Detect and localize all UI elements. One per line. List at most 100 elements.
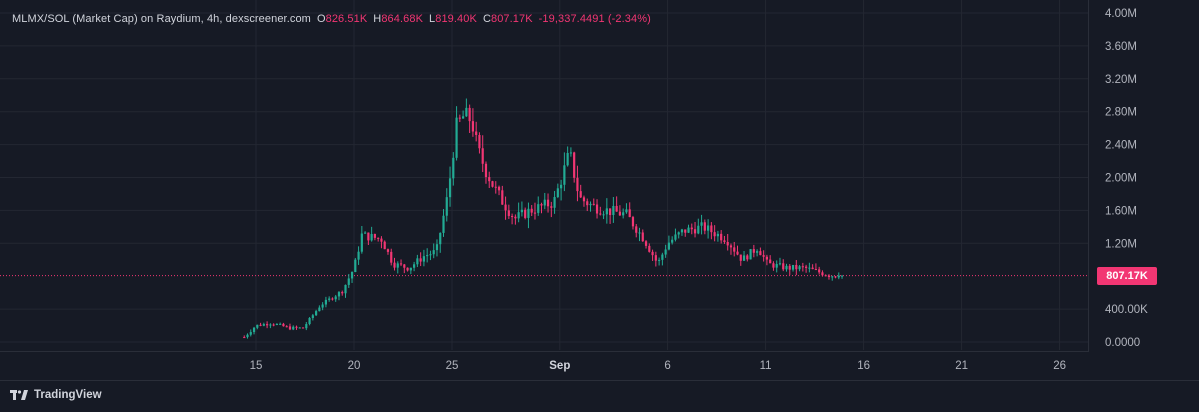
candle-body (308, 317, 311, 325)
candle-body (834, 276, 837, 278)
candle-body (399, 263, 403, 265)
candle-body (285, 326, 288, 328)
legend-high-value: 864.68K (381, 13, 424, 25)
candle-body (507, 210, 510, 216)
candle-body (553, 197, 556, 208)
candle-body (328, 298, 331, 300)
candle-body (422, 256, 426, 262)
candle-body (298, 327, 301, 329)
candle-body (723, 240, 726, 242)
candle-body (840, 275, 844, 277)
candle-body (409, 267, 412, 271)
candle-body (648, 245, 651, 252)
candle-body (484, 163, 488, 178)
candle-body (824, 275, 827, 277)
legend-open-label: O (316, 13, 326, 25)
candle-body (808, 267, 811, 269)
candle-body (550, 206, 553, 208)
x-tick-label: 11 (760, 360, 772, 372)
candle-body (380, 238, 383, 242)
tradingview-icon (10, 390, 28, 400)
candle-body (573, 152, 576, 178)
candle-body (426, 255, 429, 257)
candle-body (772, 263, 775, 268)
candle-body (821, 272, 824, 276)
candle-body (563, 165, 566, 185)
y-tick-label: 400.00K (1105, 304, 1148, 316)
candle-body (442, 215, 445, 233)
candle-body (406, 267, 409, 271)
candle-body (462, 116, 465, 119)
candle-body (671, 239, 674, 243)
candle-body (700, 222, 703, 226)
candle-body (432, 250, 435, 255)
candle-body (628, 209, 631, 218)
candle-body (478, 134, 481, 149)
candle-body (625, 209, 628, 213)
candle-body (782, 263, 785, 270)
candle-body (778, 263, 782, 265)
legend-close-label: C (482, 13, 491, 25)
candle-body (377, 237, 380, 239)
candle-body (658, 259, 661, 261)
candle-body (337, 292, 341, 297)
x-tick-label: 6 (664, 360, 670, 372)
candle-body (569, 152, 573, 154)
candle-body (837, 275, 840, 278)
candle-body (364, 232, 367, 234)
x-tick-label: 20 (348, 360, 361, 372)
candle-body (305, 324, 308, 329)
candle-body (576, 177, 579, 192)
candle-body (795, 264, 798, 270)
candle-body (818, 269, 821, 273)
candle-body (827, 275, 831, 278)
candle-body (762, 255, 765, 257)
candle-body (615, 205, 618, 212)
y-tick-label: 2.80M (1105, 107, 1137, 119)
candle-body (501, 190, 504, 205)
candle-body (439, 232, 442, 245)
y-tick-label: 2.40M (1105, 140, 1137, 152)
y-tick-label: 0.0000 (1105, 337, 1140, 349)
candle-body (690, 227, 693, 230)
candle-body (589, 203, 592, 206)
candle-body (419, 258, 422, 262)
candle-body (514, 216, 517, 219)
candle-body (811, 267, 814, 270)
legend-high-label: H (373, 13, 382, 25)
tradingview-logo[interactable]: TradingView (10, 389, 102, 401)
candle-body (468, 107, 471, 122)
candle-body (497, 186, 501, 191)
candle-body (455, 117, 458, 158)
candle-body (831, 276, 834, 278)
candle-body (622, 212, 625, 216)
chart-legend: MLMX/SOL (Market Cap) on Raydium, 4h, de… (12, 13, 651, 25)
y-tick-label: 3.60M (1105, 41, 1137, 53)
candle-body (491, 181, 494, 187)
candle-body (537, 204, 540, 213)
candle-body (726, 241, 729, 246)
candle-body (321, 304, 324, 308)
candle-body (481, 148, 484, 164)
legend-close-value: 807.17K (490, 13, 533, 25)
x-tick-label: 16 (857, 360, 870, 372)
candle-body (742, 255, 746, 261)
candle-body (638, 232, 641, 234)
candle-body (752, 249, 755, 253)
candle-body (801, 266, 804, 268)
candle-body (530, 208, 533, 213)
candle-body (595, 204, 599, 214)
candle-body (746, 255, 749, 260)
candle-body (546, 199, 550, 207)
candle-body (520, 209, 524, 213)
price-chart[interactable]: 4.00M 3.60M 3.20M 2.80M 2.40M 2.00M 1.60M 1.20M… (0, 0, 1199, 380)
candle-body (386, 249, 390, 252)
candle-body (736, 251, 739, 255)
candle-body (579, 191, 582, 198)
candle-body (334, 296, 337, 300)
x-tick-label: 25 (446, 360, 459, 372)
candle-body (511, 215, 514, 217)
candle-body (533, 212, 537, 214)
candle-body (543, 199, 546, 206)
